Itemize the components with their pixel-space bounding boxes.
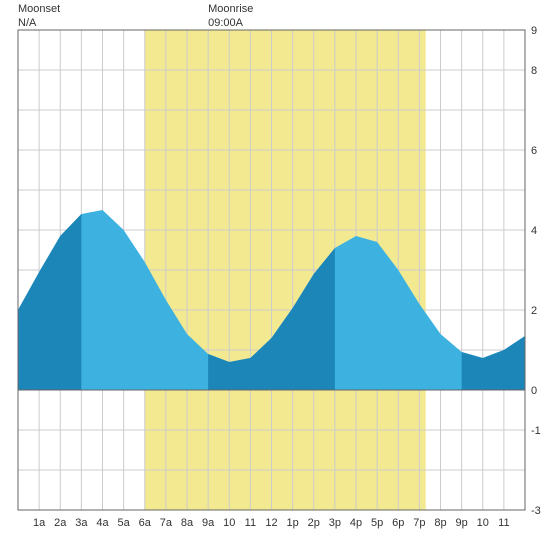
svg-text:1p: 1p: [287, 517, 299, 529]
svg-text:9p: 9p: [456, 517, 468, 529]
x-axis-labels: 1a 2a 3a 4a 5a 6a 7a 8a 9a 10 11 12 1p 2p 3p 4p 5p 6p 7p 8p…: [33, 517, 510, 529]
svg-text:3p: 3p: [329, 517, 341, 529]
svg-text:2: 2: [531, 305, 537, 317]
svg-text:6a: 6a: [139, 517, 152, 529]
svg-text:5a: 5a: [118, 517, 131, 529]
svg-text:0: 0: [531, 385, 537, 397]
chart-svg: -3 -1 0 2 4 6 8 9 1a 2a 3a 4a 5a 6a 7a 8a 9a 10 11 12 1p 2p 3p…: [0, 0, 550, 550]
svg-text:11: 11: [498, 517, 509, 529]
svg-text:4: 4: [531, 225, 537, 237]
svg-text:5p: 5p: [371, 517, 383, 529]
svg-text:11: 11: [245, 517, 256, 529]
svg-text:6: 6: [531, 145, 537, 157]
svg-text:9a: 9a: [202, 517, 215, 529]
svg-text:3a: 3a: [75, 517, 88, 529]
svg-text:2p: 2p: [308, 517, 320, 529]
svg-text:4p: 4p: [350, 517, 362, 529]
svg-text:-3: -3: [531, 505, 541, 517]
tide-chart: Moonset N/A Moonrise 09:00A -3-10246891a…: [0, 0, 550, 550]
svg-text:7a: 7a: [160, 517, 173, 529]
svg-text:8p: 8p: [434, 517, 446, 529]
svg-text:2a: 2a: [54, 517, 67, 529]
svg-text:4a: 4a: [96, 517, 109, 529]
svg-text:8: 8: [531, 65, 537, 77]
svg-text:6p: 6p: [392, 517, 404, 529]
svg-text:12: 12: [265, 517, 277, 529]
svg-text:1a: 1a: [33, 517, 46, 529]
svg-text:-1: -1: [531, 425, 541, 437]
svg-text:9: 9: [531, 25, 537, 37]
svg-text:7p: 7p: [413, 517, 425, 529]
svg-text:8a: 8a: [181, 517, 194, 529]
svg-text:10: 10: [223, 517, 235, 529]
svg-text:10: 10: [477, 517, 489, 529]
